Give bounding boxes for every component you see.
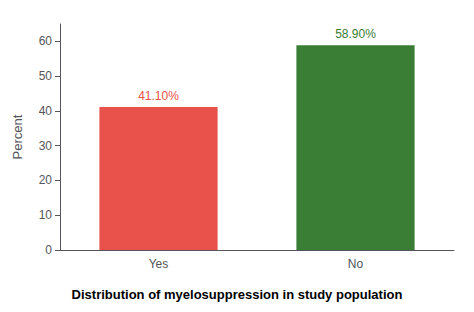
svg-text:0: 0 bbox=[45, 243, 52, 257]
svg-text:10: 10 bbox=[39, 208, 53, 222]
svg-text:50: 50 bbox=[39, 69, 53, 83]
svg-text:Yes: Yes bbox=[149, 257, 169, 271]
svg-text:30: 30 bbox=[39, 139, 53, 153]
svg-text:20: 20 bbox=[39, 173, 53, 187]
svg-text:41.10%: 41.10% bbox=[138, 89, 179, 103]
svg-text:60: 60 bbox=[39, 34, 53, 48]
svg-text:Distribution of myelosuppressi: Distribution of myelosuppression in stud… bbox=[72, 287, 403, 302]
svg-text:Percent: Percent bbox=[10, 114, 25, 159]
svg-text:58.90%: 58.90% bbox=[335, 27, 376, 41]
svg-text:40: 40 bbox=[39, 104, 53, 118]
svg-text:No: No bbox=[348, 257, 364, 271]
